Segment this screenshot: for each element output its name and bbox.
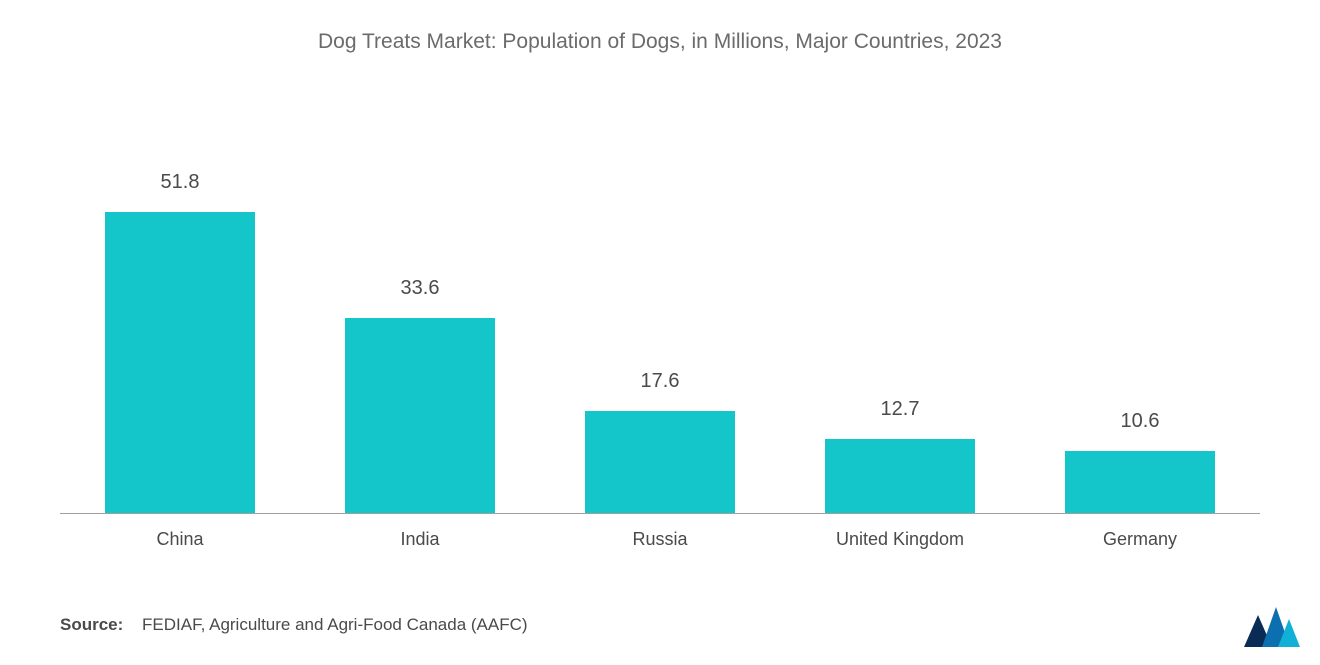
x-label: China — [70, 529, 290, 550]
x-axis-labels: China India Russia United Kingdom German… — [60, 529, 1260, 550]
source-attribution: Source: FEDIAF, Agriculture and Agri-Foo… — [60, 615, 528, 635]
bar — [825, 439, 975, 513]
value-label: 17.6 — [641, 370, 680, 393]
bar — [105, 212, 255, 513]
chart-title: Dog Treats Market: Population of Dogs, i… — [60, 30, 1260, 54]
value-label: 33.6 — [401, 277, 440, 300]
value-label: 10.6 — [1121, 410, 1160, 433]
source-label: Source: — [60, 615, 123, 634]
bar-group: 33.6 — [310, 277, 530, 513]
x-label: Germany — [1030, 529, 1250, 550]
chart-container: Dog Treats Market: Population of Dogs, i… — [0, 0, 1320, 665]
bar-group: 51.8 — [70, 171, 290, 513]
x-label: Russia — [550, 529, 770, 550]
bar-group: 10.6 — [1030, 410, 1250, 513]
bar — [345, 318, 495, 513]
bar — [585, 411, 735, 513]
x-label: United Kingdom — [790, 529, 1010, 550]
x-label: India — [310, 529, 530, 550]
mordor-logo-icon — [1244, 605, 1300, 647]
source-text: FEDIAF, Agriculture and Agri-Food Canada… — [142, 615, 528, 634]
bar — [1065, 451, 1215, 513]
chart-plot-area: 51.8 33.6 17.6 12.7 10.6 — [60, 124, 1260, 514]
bar-group: 17.6 — [550, 370, 770, 513]
value-label: 12.7 — [881, 398, 920, 421]
value-label: 51.8 — [161, 171, 200, 194]
bar-group: 12.7 — [790, 398, 1010, 513]
